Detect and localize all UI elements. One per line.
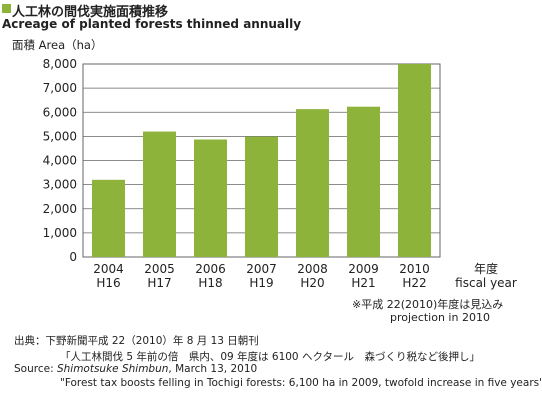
y-axis-label: 面積 Area（ha） (12, 38, 103, 52)
bar (347, 106, 380, 257)
source-publication: Shimotsuke Shimbun (56, 363, 169, 375)
source-headline-en: "Forest tax boosts felling in Tochigi fo… (60, 377, 542, 389)
x-tick-label-era: H18 (198, 276, 222, 290)
y-tick-label: 7,000 (43, 81, 77, 95)
x-tick-label-year: 2010 (399, 262, 430, 276)
y-tick-label: 3,000 (43, 178, 77, 192)
x-tick-label-year: 2009 (348, 262, 379, 276)
x-tick-label-year: 2004 (93, 262, 124, 276)
x-tick-label-year: 2006 (195, 262, 226, 276)
y-tick-label: 8,000 (43, 57, 77, 71)
x-tick-label-era: H17 (147, 276, 171, 290)
x-tick-label-era: H22 (402, 276, 426, 290)
x-tick-label-era: H19 (249, 276, 273, 290)
x-tick-label-era: H21 (351, 276, 375, 290)
source-line-jp: 出典：下野新聞平成 22（2010）年 8 月 13 日朝刊 (14, 335, 259, 347)
source-headline-jp: 「人工林間伐 5 年前の倍 県内、09 年度は 6100 ヘクタール 森づくり税… (60, 351, 481, 363)
y-tick-label: 6,000 (43, 105, 77, 119)
y-tick-label: 2,000 (43, 202, 77, 216)
source-date: , March 13, 2010 (168, 363, 258, 375)
title-marker (2, 4, 11, 13)
x-tick-label-year: 2005 (144, 262, 175, 276)
chart-title-en: Acreage of planted forests thinned annua… (2, 17, 302, 31)
bar-chart: 0 1,000 2,000 3,000 4,000 5,000 6,000 7,000 8,00… (43, 57, 517, 290)
bar (245, 136, 278, 257)
source-line-en: Source: Shimotsuke Shimbun, March 13, 20… (14, 363, 257, 375)
y-tick-label: 5,000 (43, 129, 77, 143)
projection-note-en: projection in 2010 (390, 311, 490, 324)
chart-title-jp: 人工林の間伐実施面積推移 (12, 5, 169, 20)
x-tick-label-era: H20 (300, 276, 324, 290)
bar (398, 64, 431, 257)
x-axis-label-en: fiscal year (455, 276, 517, 290)
bar (92, 179, 125, 257)
x-tick-label-year: 2007 (246, 262, 277, 276)
source-prefix: Source: (14, 363, 57, 375)
projection-note-jp: ※平成 22(2010)年度は見込み (352, 298, 504, 311)
y-tick-label: 0 (69, 250, 77, 264)
x-tick-label-year: 2008 (297, 262, 328, 276)
x-tick-label-era: H16 (96, 276, 120, 290)
bar (143, 131, 176, 257)
x-axis-label-jp: 年度 (474, 261, 498, 276)
y-tick-label: 1,000 (43, 226, 77, 240)
bar (194, 139, 227, 257)
bar (296, 109, 329, 258)
y-tick-label: 4,000 (43, 154, 77, 168)
